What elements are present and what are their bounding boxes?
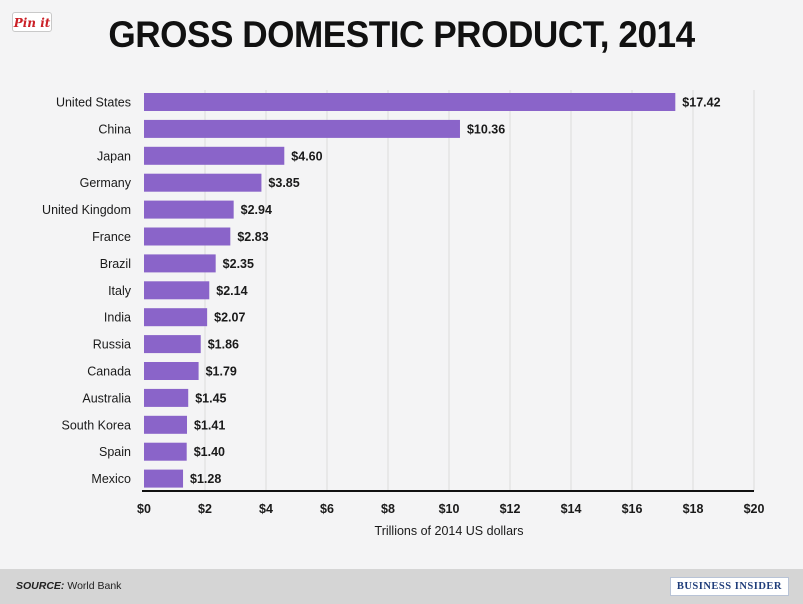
bar-russia (144, 335, 201, 354)
source-note: SOURCE: World Bank (16, 580, 121, 592)
x-tick-label: $8 (381, 502, 395, 516)
value-label: $3.85 (268, 176, 299, 190)
value-label: $1.40 (194, 445, 225, 459)
business-insider-logo: BUSINESS INSIDER (669, 577, 789, 596)
category-label: Japan (97, 149, 131, 163)
value-label: $2.35 (223, 257, 254, 271)
value-label: $10.36 (467, 122, 505, 136)
category-label: France (92, 230, 131, 244)
bar-japan (144, 146, 285, 165)
category-label: Brazil (100, 257, 131, 271)
value-label: $1.41 (194, 418, 225, 432)
category-label: Spain (99, 445, 131, 459)
bar-italy (144, 281, 210, 300)
bar-france (144, 227, 231, 246)
x-tick-label: $12 (500, 502, 521, 516)
category-label: Canada (87, 365, 131, 379)
category-label: India (104, 311, 131, 325)
x-tick-label: $16 (622, 502, 643, 516)
value-label: $2.07 (214, 311, 245, 325)
value-label: $1.45 (195, 391, 226, 405)
value-label: $2.14 (216, 284, 247, 298)
x-tick-label: $10 (439, 502, 460, 516)
chart-title: GROSS DOMESTIC PRODUCT, 2014 (108, 14, 695, 55)
bar-south-korea (144, 415, 188, 434)
bar-mexico (144, 469, 184, 488)
value-label: $2.94 (241, 203, 272, 217)
x-tick-label: $14 (561, 502, 582, 516)
bar-india (144, 308, 208, 327)
value-label: $1.86 (208, 338, 239, 352)
x-axis-title: Trillions of 2014 US dollars (375, 524, 524, 538)
bar-china (144, 119, 460, 138)
x-tick-label: $20 (744, 502, 765, 516)
category-label: United Kingdom (42, 203, 131, 217)
category-label: South Korea (62, 418, 132, 432)
category-label: Mexico (91, 472, 131, 486)
footer-bar: SOURCE: World Bank BUSINESS INSIDER (0, 569, 803, 604)
bar-spain (144, 442, 187, 461)
category-label: China (98, 122, 131, 136)
source-value: World Bank (67, 580, 122, 592)
category-label: Australia (82, 391, 131, 405)
gdp-bar-chart: United States $17.42 China $10.36 Japan $4.60… (42, 90, 765, 538)
value-label: $1.28 (190, 472, 221, 486)
source-label: SOURCE: (16, 580, 65, 592)
value-label: $2.83 (237, 230, 268, 244)
value-label: $17.42 (682, 96, 720, 110)
bar-germany (144, 173, 262, 192)
x-tick-label: $4 (259, 502, 273, 516)
x-tick-label: $0 (137, 502, 151, 516)
x-tick-label: $6 (320, 502, 334, 516)
bar-australia (144, 388, 189, 407)
bar-united-states (144, 93, 676, 111)
value-label: $4.60 (291, 149, 322, 163)
bar-brazil (144, 254, 216, 273)
x-tick-label: $18 (683, 502, 704, 516)
x-tick-label: $2 (198, 502, 212, 516)
category-label: Germany (80, 176, 132, 190)
bar-united-kingdom (144, 200, 234, 219)
category-label: Russia (93, 338, 131, 352)
pin-it-button[interactable]: Pin it (12, 12, 52, 32)
bar-canada (144, 362, 199, 380)
category-label: Italy (108, 284, 132, 298)
value-label: $1.79 (206, 365, 237, 379)
category-label: United States (56, 96, 131, 110)
